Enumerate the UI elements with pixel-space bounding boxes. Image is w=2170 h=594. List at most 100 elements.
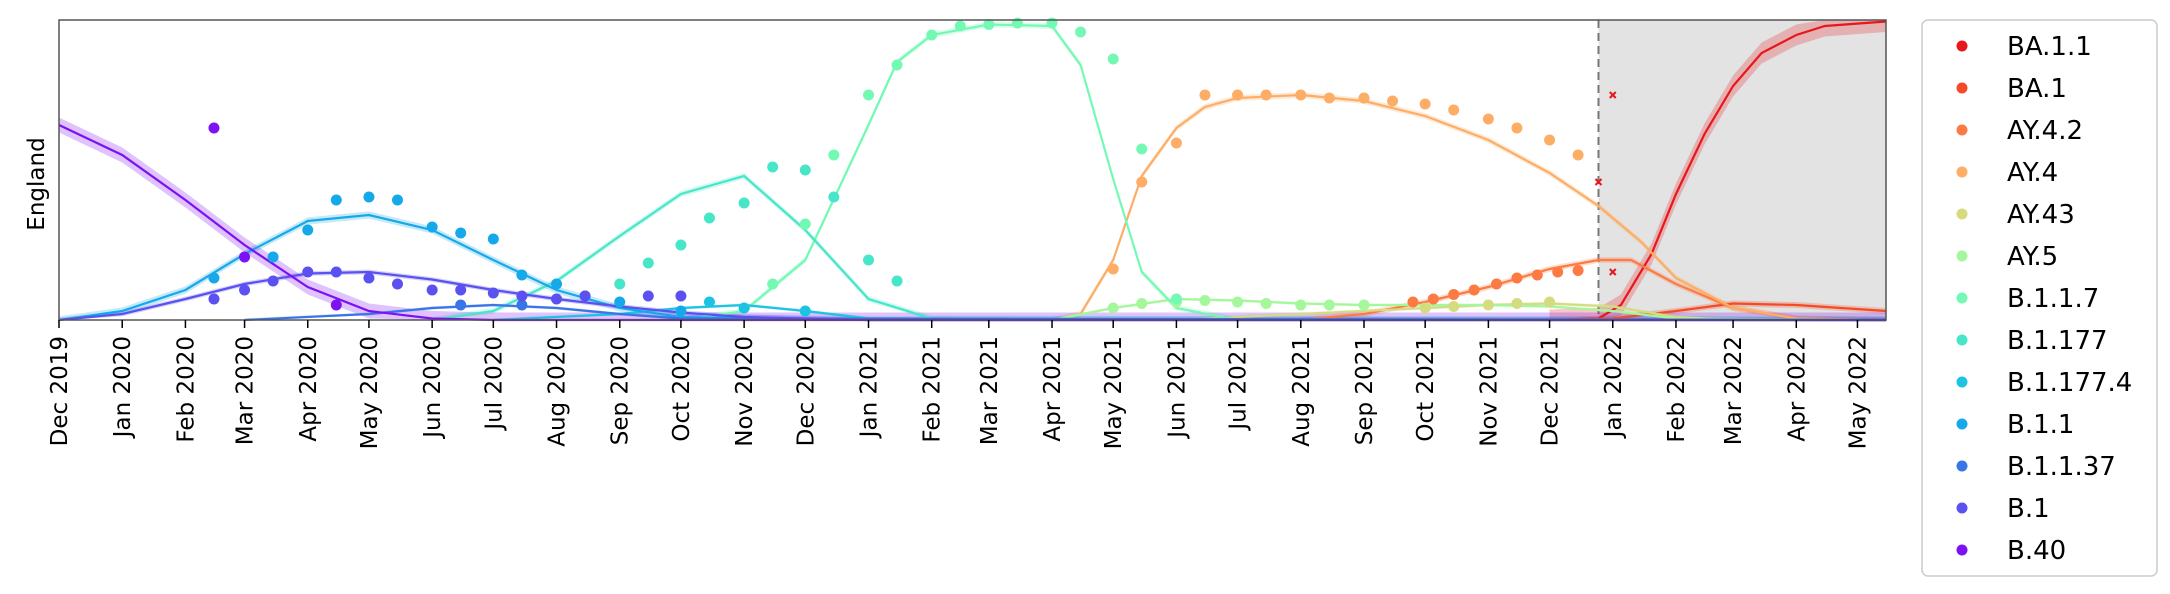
- point-b-1-9: [487, 287, 499, 299]
- x-tick-label-10: Oct 2020: [669, 336, 695, 442]
- x-tick-label-26: Feb 2022: [1664, 336, 1690, 443]
- point-b-1-177-0: [614, 278, 626, 290]
- point-b-1-177-2: [675, 239, 687, 251]
- forecast-region: [1597, 20, 1886, 320]
- point-b-1-1-2: [302, 224, 314, 236]
- point-ay-43-4: [1544, 296, 1556, 308]
- point-b-1-1-37-1: [516, 299, 528, 311]
- legend-label-ba-1: BA.1: [2007, 74, 2067, 104]
- point-ay-4-0: [1107, 263, 1119, 275]
- point-ay-5-4: [1232, 296, 1244, 308]
- point-b-1-1-7-13: [1170, 293, 1182, 305]
- point-ay-4-8: [1358, 92, 1370, 104]
- point-b-1-1-7: [455, 227, 467, 239]
- x-tick-label-3: Mar 2020: [233, 336, 259, 445]
- point-ay-43-1: [1448, 301, 1460, 312]
- legend-marker-ba-1: [1956, 82, 1968, 94]
- point-b-1-177-1: [642, 257, 654, 269]
- point-b-1-1-37-0: [455, 299, 467, 311]
- point-b-1-1-7-1: [799, 218, 811, 230]
- point-b-1-1-0: [208, 272, 220, 284]
- x-tick-label-27: Mar 2022: [1721, 336, 1747, 445]
- point-ba-1-1-1: [1609, 91, 1617, 99]
- point-b-1-1-5: [391, 194, 403, 206]
- point-b-1-0: [208, 293, 220, 305]
- legend-label-b-1-1-7: B.1.1.7: [2007, 284, 2099, 314]
- point-b-1-1-7-6: [954, 20, 966, 32]
- point-ay-5-6: [1295, 299, 1307, 311]
- point-b-40-0: [208, 122, 220, 134]
- legend-label-ba-1-1: BA.1.1: [2007, 32, 2092, 62]
- legend-box: [1921, 19, 2158, 577]
- legend-marker-ay-4: [1956, 166, 1968, 178]
- point-b-1-6: [391, 278, 403, 290]
- point-ay-4-2-7: [1552, 266, 1564, 278]
- legend-marker-b-1-177-4: [1956, 376, 1968, 388]
- point-b-1-1-3: [330, 194, 342, 206]
- x-tick-label-20: Aug 2021: [1289, 336, 1315, 447]
- point-b-1-13: [642, 290, 654, 302]
- x-tick-label-9: Sep 2020: [608, 336, 634, 445]
- point-b-1-1-1: [267, 251, 279, 263]
- point-ay-4-5: [1260, 89, 1272, 101]
- line-ay-4: [1051, 93, 1887, 322]
- point-b-1-1: [239, 284, 251, 296]
- point-ay-4-2-8: [1572, 265, 1584, 276]
- legend-marker-b-1: [1956, 502, 1968, 514]
- point-b-40-2: [330, 299, 342, 311]
- point-b-1-177-4-2: [799, 305, 811, 317]
- line-b-1: [58, 270, 1886, 322]
- x-tick-label-16: Apr 2021: [1040, 336, 1066, 442]
- x-axis: Dec 2019 Jan 2020 Feb 2020 Mar 2020 Apr 2020…: [47, 320, 1871, 449]
- x-tick-label-8: Aug 2020: [545, 336, 571, 447]
- legend-marker-ba-1-1: [1956, 40, 1968, 52]
- x-tick-label-4: Apr 2020: [296, 336, 322, 442]
- point-ay-4-2-6: [1531, 269, 1543, 281]
- point-b-1-1-7-10: [1075, 26, 1087, 38]
- legend-marker-b-1-1-7: [1956, 292, 1968, 304]
- point-b-1-177-4-1: [738, 302, 750, 314]
- point-ay-4-4: [1232, 89, 1244, 101]
- x-tick-label-6: Jun 2020: [420, 336, 446, 440]
- point-b-1-1-7-0: [767, 278, 779, 290]
- point-b-1-1-13: [675, 305, 687, 317]
- point-ay-4-12: [1482, 113, 1494, 125]
- point-b-1-4: [330, 266, 342, 278]
- x-tick-label-0: Dec 2019: [47, 336, 73, 446]
- point-ay-4-2-2: [1448, 289, 1460, 300]
- x-tick-label-2: Feb 2020: [173, 336, 199, 443]
- point-b-1-1-10: [551, 278, 563, 290]
- legend-label-ay-4-2: AY.4.2: [2007, 116, 2083, 146]
- point-ay-4-14: [1544, 134, 1556, 146]
- plot-border: [58, 19, 1887, 321]
- point-ay-4-1: [1136, 176, 1148, 188]
- point-ay-4-2: [1170, 137, 1182, 149]
- legend-label-ay-5: AY.5: [2007, 242, 2058, 272]
- point-ay-4-15: [1572, 149, 1584, 161]
- point-b-1-177-5: [767, 161, 779, 173]
- point-b-1-1-7-7: [983, 19, 995, 30]
- point-b-1-2: [267, 275, 279, 287]
- x-tick-label-22: Oct 2021: [1413, 336, 1439, 442]
- point-b-1-177-3: [703, 212, 715, 224]
- point-b-1-1-9: [516, 269, 528, 281]
- point-ay-5-5: [1260, 298, 1272, 309]
- legend: BA.1.1 BA.1 AY.4.2 AY.4 AY.43 AY.5 B.1.1.7 B.1.…: [1921, 19, 2158, 577]
- point-b-1-177-4-0: [703, 296, 715, 308]
- legend-marker-b-1-177: [1956, 334, 1968, 346]
- x-tick-label-7: Jul 2020: [481, 336, 507, 432]
- x-tick-label-12: Dec 2020: [793, 336, 819, 446]
- point-ba-1-1-0: [1594, 178, 1603, 186]
- legend-label-ay-43: AY.43: [2007, 200, 2075, 230]
- x-tick-label-15: Mar 2021: [977, 336, 1003, 445]
- legend-label-b-1: B.1: [2007, 494, 2050, 524]
- point-b-1-1-6: [426, 221, 438, 233]
- x-tick-label-23: Nov 2021: [1476, 336, 1502, 447]
- x-tick-label-14: Feb 2021: [920, 336, 946, 443]
- legend-marker-ay-43: [1956, 208, 1968, 220]
- point-ay-43-2: [1482, 299, 1494, 311]
- point-b-1-177-6: [799, 164, 811, 176]
- legend-marker-b-1-1: [1956, 418, 1968, 430]
- legend-label-b-1-1: B.1.1: [2007, 410, 2074, 440]
- point-b-1-177-9: [891, 275, 903, 287]
